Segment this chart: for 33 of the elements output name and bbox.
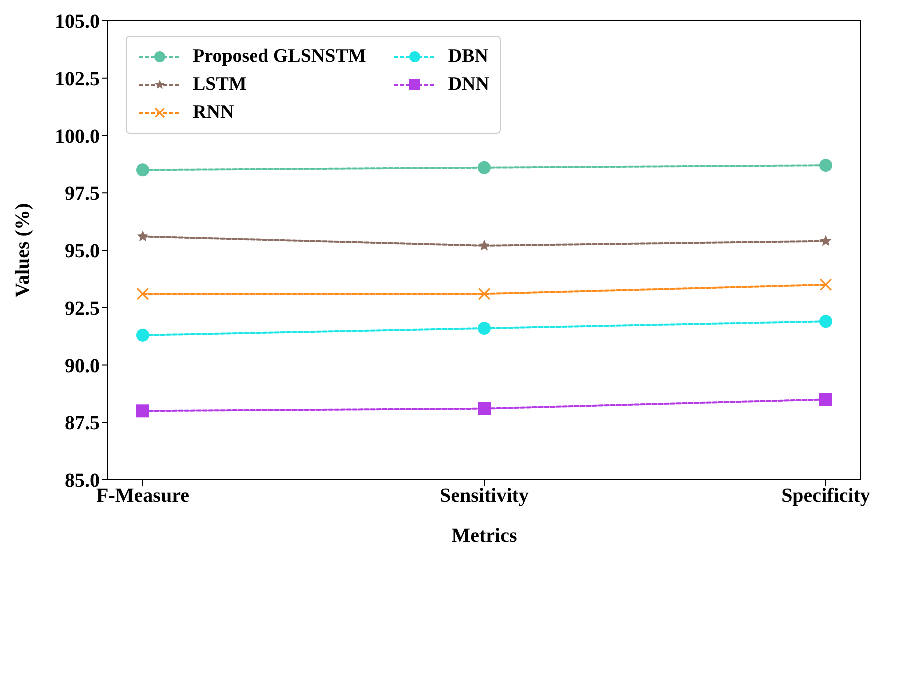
point xyxy=(136,164,150,177)
y-tick-label: 87.5 xyxy=(65,412,100,435)
point xyxy=(136,328,150,342)
point xyxy=(478,322,491,336)
legend-label: RNN xyxy=(193,102,234,124)
x-axis-title: Metrics xyxy=(452,525,518,547)
y-tick-label: 97.5 xyxy=(65,183,100,206)
legend-label: DBN xyxy=(448,46,488,68)
point xyxy=(136,404,150,418)
point xyxy=(137,288,149,300)
y-tick-label: 102.5 xyxy=(55,68,100,90)
point xyxy=(820,315,832,328)
y-tick-label: 92.5 xyxy=(65,298,100,320)
x-tick-label: Sensitivity xyxy=(440,485,529,508)
point xyxy=(820,278,832,291)
point xyxy=(478,402,491,416)
point xyxy=(478,161,491,174)
y-axis-title: Values (%) xyxy=(12,203,34,298)
point xyxy=(478,240,490,251)
point xyxy=(478,288,490,300)
point xyxy=(820,159,832,172)
y-tick-label: 100.0 xyxy=(55,126,100,148)
legend-label: DNN xyxy=(448,74,490,96)
point xyxy=(137,230,149,242)
x-tick-label: Specificity xyxy=(782,485,870,508)
x-tick-label: F-Measure xyxy=(96,485,190,508)
legend-label: Proposed GLSNSTM xyxy=(193,46,366,68)
legend-label: LSTM xyxy=(193,74,247,96)
y-tick-label: 105.0 xyxy=(55,11,100,34)
point xyxy=(820,235,832,246)
y-tick-label: 90.0 xyxy=(65,355,100,378)
point xyxy=(820,393,832,406)
y-tick-label: 95.0 xyxy=(65,240,100,263)
